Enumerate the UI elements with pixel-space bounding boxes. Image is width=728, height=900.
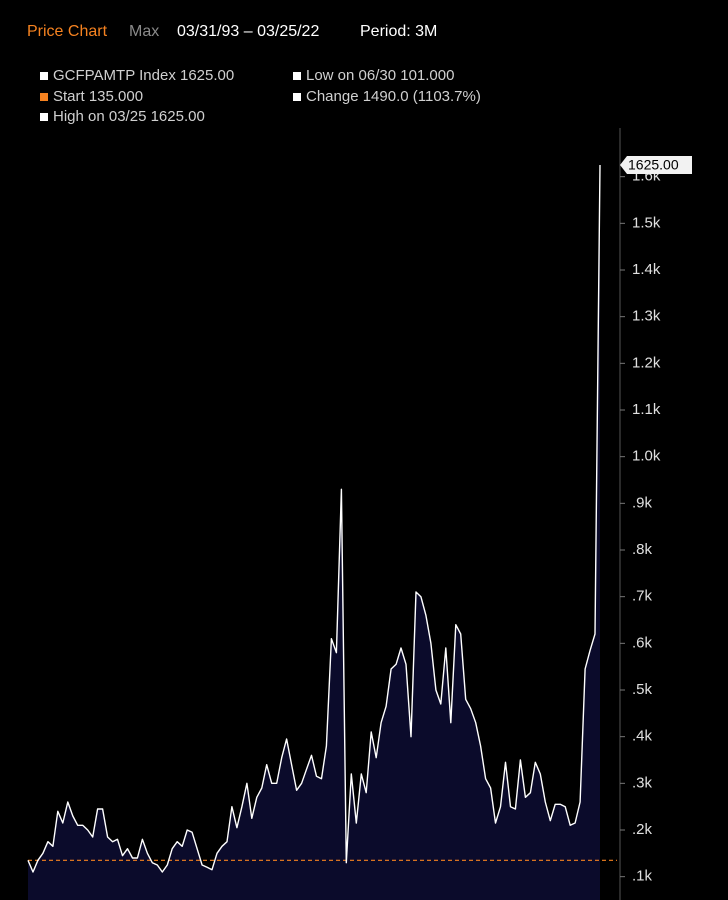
range[interactable]: Max <box>129 23 159 40</box>
legend-swatch <box>293 93 301 101</box>
legend-entry: GCFPAMTP Index 1625.00 <box>53 67 234 84</box>
y-tick-label: .7k <box>632 588 653 605</box>
y-tick-label: .3k <box>632 774 653 791</box>
area <box>28 165 600 900</box>
price-line <box>27 164 601 873</box>
period[interactable]: Period: 3M <box>360 23 437 40</box>
y-tick-label: .6k <box>632 634 653 651</box>
legend-swatch <box>40 113 48 121</box>
legend-entry: Change 1490.0 (1103.7%) <box>306 88 481 105</box>
dates[interactable]: 03/31/93 – 03/25/22 <box>177 23 319 40</box>
legend-swatch <box>293 72 301 80</box>
y-tick-label: .4k <box>632 728 653 745</box>
y-tick-label: .8k <box>632 541 653 558</box>
legend-entry: Low on 06/30 101.000 <box>306 67 454 84</box>
y-tick-label: .1k <box>632 868 653 885</box>
legend-swatch <box>40 93 48 101</box>
price-tag-label: 1625.00 <box>628 157 679 173</box>
price-tag <box>620 156 692 174</box>
legend-entry: High on 03/25 1625.00 <box>53 108 205 125</box>
y-tick-label: 1.1k <box>632 401 661 418</box>
y-tick-label: 1.0k <box>632 448 661 465</box>
y-tick-label: 1.2k <box>632 354 661 371</box>
y-tick-label: 1.4k <box>632 261 661 278</box>
y-tick-label: .5k <box>632 681 653 698</box>
y-tick-label: 1.3k <box>632 308 661 325</box>
title[interactable]: Price Chart <box>27 23 108 40</box>
y-tick-label: .2k <box>632 821 653 838</box>
legend-swatch <box>40 72 48 80</box>
y-tick-label: 1.5k <box>632 214 661 231</box>
y-tick-label: .9k <box>632 494 653 511</box>
legend-entry: Start 135.000 <box>53 88 143 105</box>
